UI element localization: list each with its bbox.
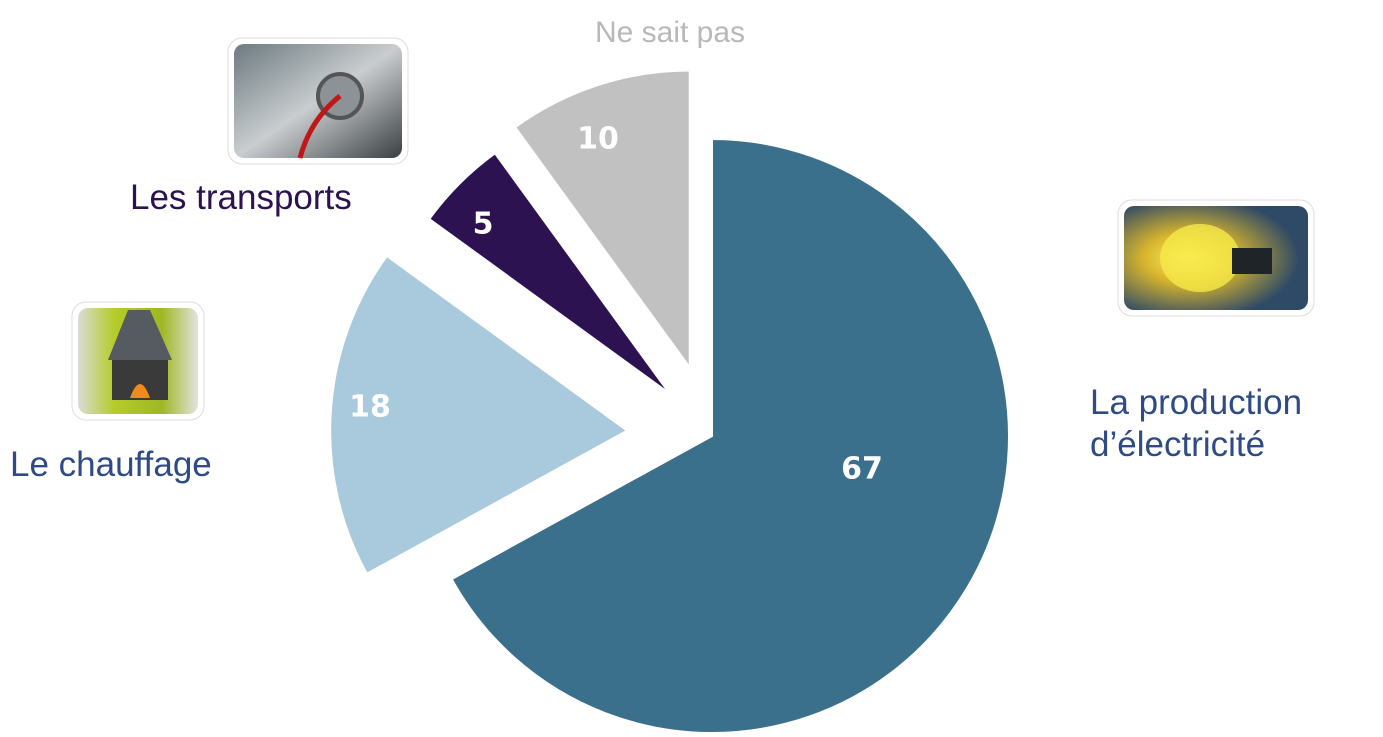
icon-fireplace [71, 301, 205, 421]
pie-slice [450, 137, 1010, 734]
data-label: 5 [473, 207, 494, 242]
icon-transport [227, 37, 409, 165]
icon-bulb [1117, 199, 1315, 317]
data-label: 18 [349, 390, 391, 425]
category-label: Le chauffage [10, 445, 212, 484]
data-label: 10 [577, 122, 619, 157]
category-label: La production d’électricité [1090, 383, 1303, 464]
category-label: Ne sait pas [594, 16, 746, 49]
data-label: 67 [841, 452, 883, 487]
pie-slice [329, 254, 630, 576]
pie-slice [513, 69, 691, 371]
pie-slice [427, 151, 671, 395]
category-label: Les transports [130, 178, 352, 217]
